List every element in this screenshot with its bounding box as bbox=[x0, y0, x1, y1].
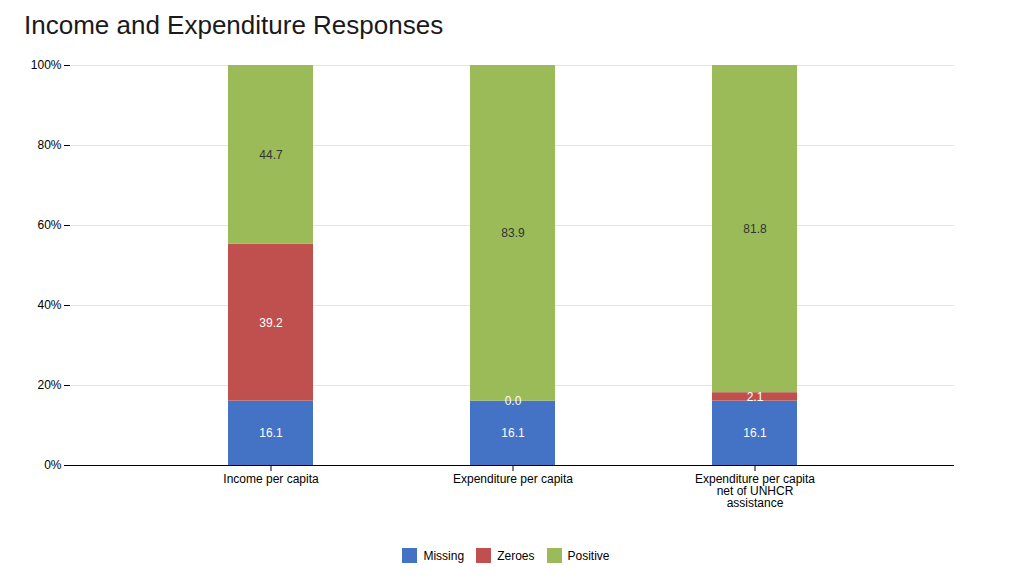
svg-text:0%: 0% bbox=[44, 458, 62, 472]
svg-text:81.8: 81.8 bbox=[743, 222, 767, 236]
svg-text:16.1: 16.1 bbox=[259, 426, 283, 440]
svg-text:39.2: 39.2 bbox=[259, 316, 283, 330]
html-text:Zeroes: Zeroes bbox=[497, 548, 535, 563]
svg-text:Expenditure per capitanet of U: Expenditure per capitanet of UNHCRassist… bbox=[695, 472, 815, 510]
svg-text:60%: 60% bbox=[37, 218, 61, 232]
svg-text:80%: 80% bbox=[37, 138, 61, 152]
svg-text:16.1: 16.1 bbox=[743, 426, 767, 440]
svg-text:2.1: 2.1 bbox=[747, 390, 764, 404]
svg-text:44.7: 44.7 bbox=[259, 148, 283, 162]
html-text:Positive: Positive bbox=[567, 548, 610, 563]
svg-text:100%: 100% bbox=[31, 58, 62, 72]
svg-text:20%: 20% bbox=[37, 378, 61, 392]
svg-text:0.0: 0.0 bbox=[505, 394, 522, 408]
svg-text:16.1: 16.1 bbox=[501, 426, 525, 440]
html-text:Missing: Missing bbox=[423, 548, 465, 563]
svg-text:83.9: 83.9 bbox=[501, 226, 525, 240]
html-text:Income and Expenditure Respons: Income and Expenditure Responses bbox=[24, 10, 444, 40]
svg-text:Income per capita: Income per capita bbox=[223, 472, 319, 486]
svg-text:Expenditure per capita: Expenditure per capita bbox=[453, 472, 573, 486]
svg-text:40%: 40% bbox=[37, 298, 61, 312]
